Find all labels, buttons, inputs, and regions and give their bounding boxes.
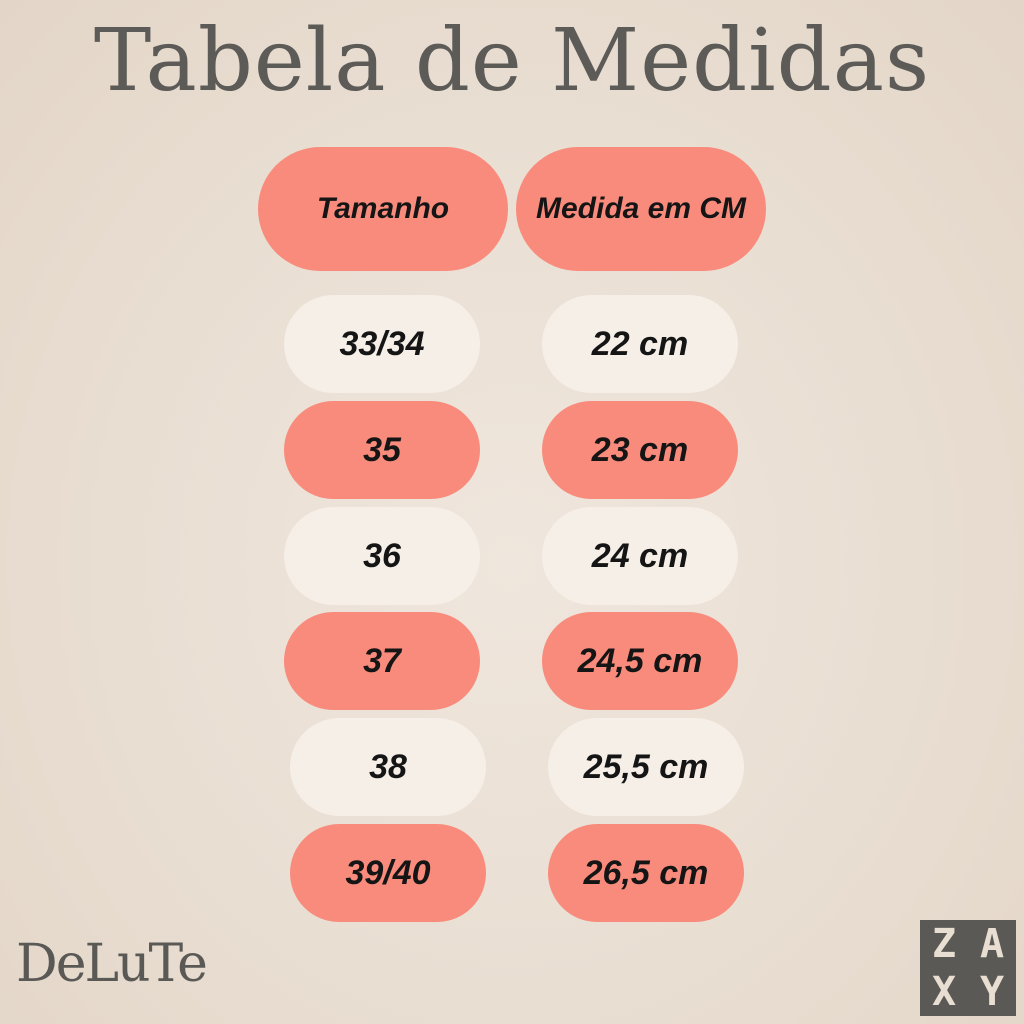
zaxy-letter: Y [979, 969, 1005, 1015]
size-cell: 37 [284, 612, 480, 710]
header-size: Tamanho [258, 147, 508, 271]
size-cell: 38 [290, 718, 486, 816]
zaxy-letter: A [979, 921, 1005, 967]
measure-cell: 26,5 cm [548, 824, 744, 922]
zaxy-logo: Z A X Y [920, 920, 1016, 1016]
measure-cell: 23 cm [542, 401, 738, 499]
size-cell: 35 [284, 401, 480, 499]
measure-cell: 24,5 cm [542, 612, 738, 710]
page-title: Tabela de Medidas [93, 11, 931, 111]
measure-cell: 24 cm [542, 507, 738, 605]
size-cell: 33/34 [284, 295, 480, 393]
size-cell: 36 [284, 507, 480, 605]
zaxy-letter: Z [931, 921, 957, 967]
delute-logo: DeLuTe [16, 934, 208, 994]
measure-cell: 25,5 cm [548, 718, 744, 816]
measure-cell: 22 cm [542, 295, 738, 393]
size-cell: 39/40 [290, 824, 486, 922]
header-measure: Medida em CM [516, 147, 766, 271]
zaxy-letter: X [931, 969, 957, 1015]
